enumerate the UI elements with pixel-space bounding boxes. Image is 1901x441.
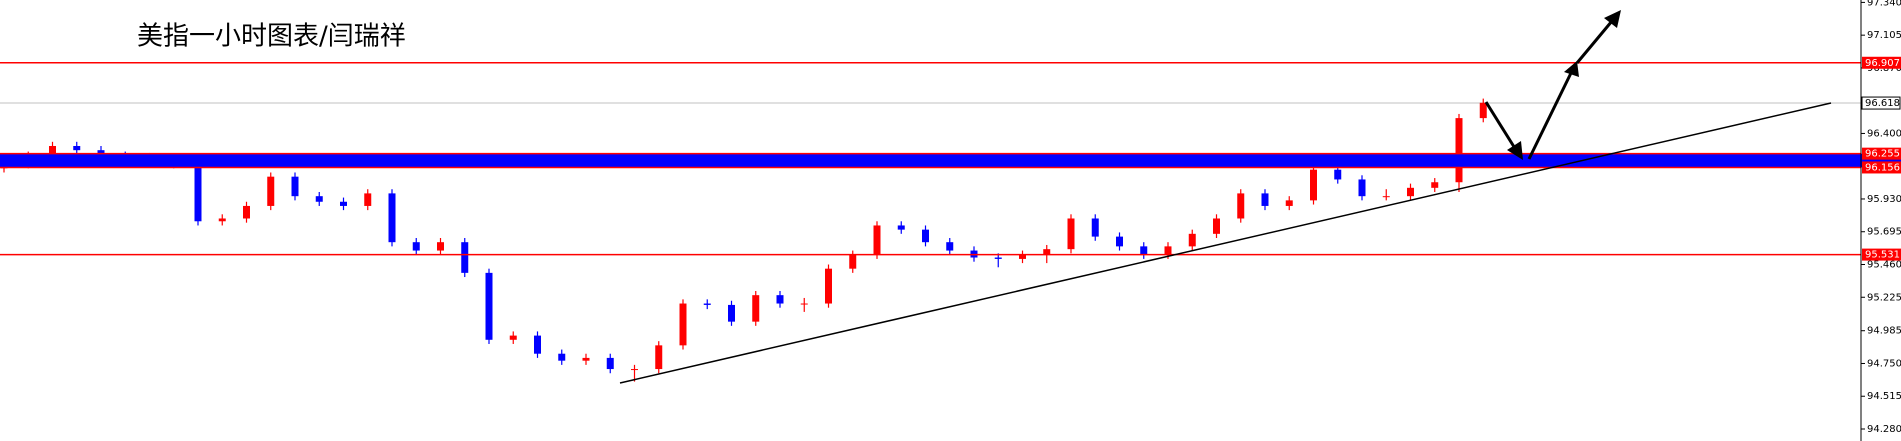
candle-body [485,272,493,340]
arrow-head [1507,141,1523,160]
chart-title: 美指一小时图表/闫瑞祥 [137,22,406,52]
candle-body [49,145,56,156]
candle-body [703,303,711,305]
arrow-head [1604,10,1621,28]
candle-body [534,335,541,354]
candle-body [364,193,372,206]
candle-body [1116,236,1123,247]
candle-body [873,225,881,255]
candle-body [1382,196,1390,198]
trend-line [619,102,1832,384]
y-tick-label: 94.515 [1867,391,1901,402]
candle-body [1358,179,1366,197]
candle-body [679,303,687,346]
candle-body [218,218,226,222]
candle-body [922,229,929,243]
level-box [1862,147,1901,160]
y-tick-label: 97.105 [1867,30,1901,41]
candle-body [1310,169,1317,201]
candle-body [1091,218,1099,237]
y-tick-label: 94.280 [1867,424,1901,435]
candle-body [1140,246,1148,255]
candle-body [194,164,202,222]
candle-body [1043,249,1051,255]
price-box [1861,96,1901,110]
level-label: 96.156 [1865,162,1900,173]
candle-body [1407,187,1414,197]
candle-body [412,242,420,251]
candle-body [776,295,784,304]
arrow-head [1564,61,1579,77]
y-tick-label: 96.400 [1867,128,1901,139]
candle-body [728,304,735,322]
level-label: 95.531 [1865,250,1900,261]
candle-body [243,205,250,219]
y-tick-label: 97.340 [1867,0,1901,8]
candle-body [558,353,566,361]
level-label: 96.907 [1865,58,1900,69]
candle-body [752,295,760,322]
y-tick-label: 95.930 [1867,194,1901,205]
candle-body [1067,218,1075,250]
candle-body [461,242,469,273]
candle-body [340,201,347,206]
candle-body [267,176,275,206]
level-label: 96.255 [1865,149,1900,160]
candle-body [631,369,638,371]
price-label: 96.618 [1865,98,1900,109]
y-tick-label: 94.985 [1867,326,1901,337]
y-tick-label: 95.695 [1867,227,1901,238]
candle-body [1285,200,1293,206]
level-box [1862,248,1901,261]
candle-body [1164,246,1172,255]
candle-body [1479,102,1487,119]
candles [0,98,1487,382]
level-box [1862,161,1901,174]
candle-body [1237,193,1245,219]
y-tick-label: 95.225 [1867,292,1901,303]
arrow-down [1484,101,1518,151]
candle-body [849,254,857,269]
candle-body [388,193,396,243]
candle-body [1431,182,1439,188]
candle-body [437,242,444,251]
candle-body [291,176,299,197]
level-box [1862,56,1901,69]
arrow-up [1527,72,1573,160]
candle-body [800,303,808,305]
candle-body [897,225,905,230]
candle-body [946,242,954,251]
candle-body [509,335,517,340]
candle-body [655,345,663,370]
y-tick-label: 94.750 [1867,358,1901,369]
candle-body [1334,169,1342,180]
candle-body [1261,193,1269,206]
axis-labels: 97.34097.10596.87096.40095.93095.69595.4… [1861,0,1901,435]
candle-body [315,196,323,202]
candle-body [825,268,832,304]
candle-body [73,145,81,151]
candle-body [1213,218,1220,234]
support-band [0,153,1901,168]
candle-body [994,257,1002,259]
candle-body [1019,254,1026,259]
candle-body [1455,118,1463,183]
candle-body [606,357,614,370]
arrows [1484,10,1621,160]
candle-body [1188,233,1196,247]
candle-body [582,357,590,361]
y-tick-label: 95.460 [1867,259,1901,270]
arrow-up-2 [1575,20,1614,64]
